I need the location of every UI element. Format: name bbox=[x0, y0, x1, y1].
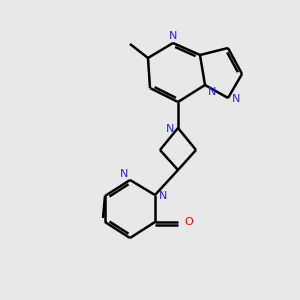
Text: N: N bbox=[166, 124, 174, 134]
Text: O: O bbox=[184, 217, 193, 227]
Text: N: N bbox=[159, 191, 167, 201]
Text: N: N bbox=[120, 169, 128, 179]
Text: N: N bbox=[169, 31, 177, 41]
Text: N: N bbox=[232, 94, 240, 104]
Text: N: N bbox=[208, 87, 216, 97]
